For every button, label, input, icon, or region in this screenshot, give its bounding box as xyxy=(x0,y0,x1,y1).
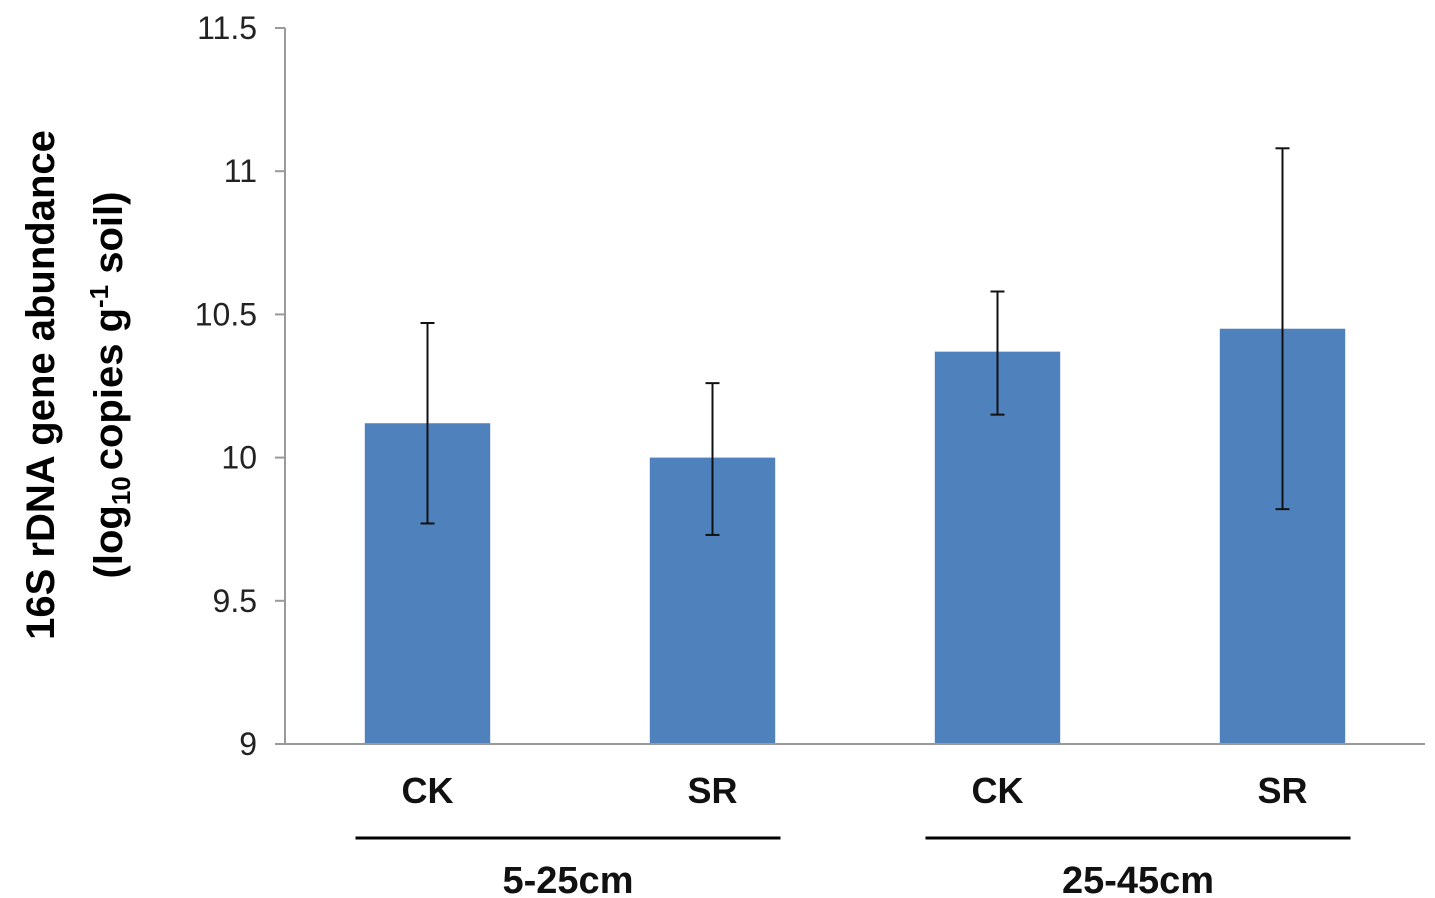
y-axis: 9 9.5 10 10.5 11 11.5 xyxy=(195,10,286,762)
bars xyxy=(364,328,1346,744)
y-tick-label: 11 xyxy=(224,153,257,189)
bar xyxy=(934,351,1061,744)
y-tick-label: 11.5 xyxy=(197,10,257,46)
x-category-label: CK xyxy=(402,770,454,811)
y-tick-label: 10 xyxy=(221,440,257,476)
y-tick-label: 10.5 xyxy=(195,296,257,332)
group-label: 5-25cm xyxy=(503,860,634,898)
y-axis-label-line2: (log10copies g-1 soil) xyxy=(84,192,136,579)
group-brackets: 5-25cm 25-45cm xyxy=(355,836,1351,898)
x-category-label: CK xyxy=(972,770,1024,811)
group-label: 25-45cm xyxy=(1062,860,1214,898)
y-axis-label-line1: 16S rDNA gene abundance xyxy=(19,130,63,640)
y-tick-label: 9.5 xyxy=(213,583,257,619)
x-axis: CK SR CK SR xyxy=(285,743,1425,811)
y-tick-label: 9 xyxy=(239,726,257,762)
x-category-label: SR xyxy=(687,770,737,811)
error-bars xyxy=(420,147,1290,536)
x-category-label: SR xyxy=(1257,770,1307,811)
y-axis-title: 16S rDNA gene abundance (log10copies g-1… xyxy=(19,130,136,640)
